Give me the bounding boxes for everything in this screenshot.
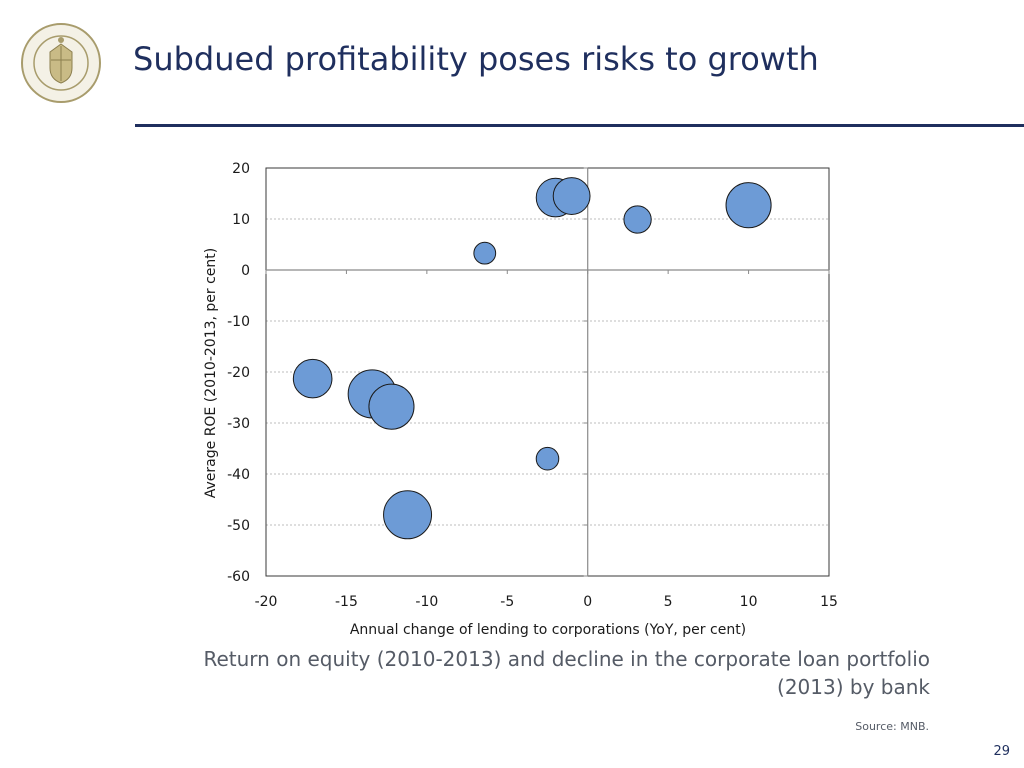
bubble-point	[292, 358, 333, 399]
mnb-logo	[21, 23, 101, 103]
bubble-point	[535, 446, 560, 471]
y-tick-label: -20	[227, 365, 250, 381]
bubble-point	[552, 177, 591, 215]
chart-caption: Return on equity (2010-2013) and decline…	[150, 645, 930, 701]
x-tick-label: 15	[820, 594, 838, 610]
y-tick-label: -40	[227, 467, 250, 483]
x-tick-label: 5	[664, 594, 673, 610]
y-tick-label: -30	[227, 416, 250, 432]
page-number: 29	[993, 744, 1010, 759]
y-tick-label: -50	[227, 518, 250, 534]
bubble-point	[473, 241, 497, 265]
x-tick-label: -10	[415, 594, 438, 610]
caption-line-2: (2013) by bank	[777, 675, 930, 699]
x-tick-label: 10	[740, 594, 758, 610]
y-tick-label: 20	[232, 161, 250, 177]
caption-line-1: Return on equity (2010-2013) and decline…	[203, 647, 930, 671]
bubble-point	[623, 205, 652, 234]
y-tick-label: 0	[241, 263, 250, 279]
bubble-point	[383, 490, 433, 540]
y-tick-label: 10	[232, 212, 250, 228]
slide-title: Subdued profitability poses risks to gro…	[133, 40, 819, 78]
y-tick-label: -60	[227, 569, 250, 585]
plot-frame	[265, 167, 830, 577]
x-tick-label: 0	[583, 594, 592, 610]
bubble-point	[368, 383, 415, 430]
y-tick-label: -10	[227, 314, 250, 330]
x-axis-label: Annual change of lending to corporations…	[350, 622, 746, 638]
x-tick-label: -5	[500, 594, 514, 610]
y-axis-label: Average ROE (2010-2013, per cent)	[203, 248, 219, 499]
x-tick-label: -20	[255, 594, 278, 610]
bubble-point	[725, 182, 772, 229]
axes	[265, 167, 830, 577]
gridlines	[266, 218, 829, 526]
source-note: Source: MNB.	[855, 720, 929, 733]
title-underline	[135, 124, 1024, 127]
x-tick-label: -15	[335, 594, 358, 610]
bubbles	[292, 177, 772, 540]
